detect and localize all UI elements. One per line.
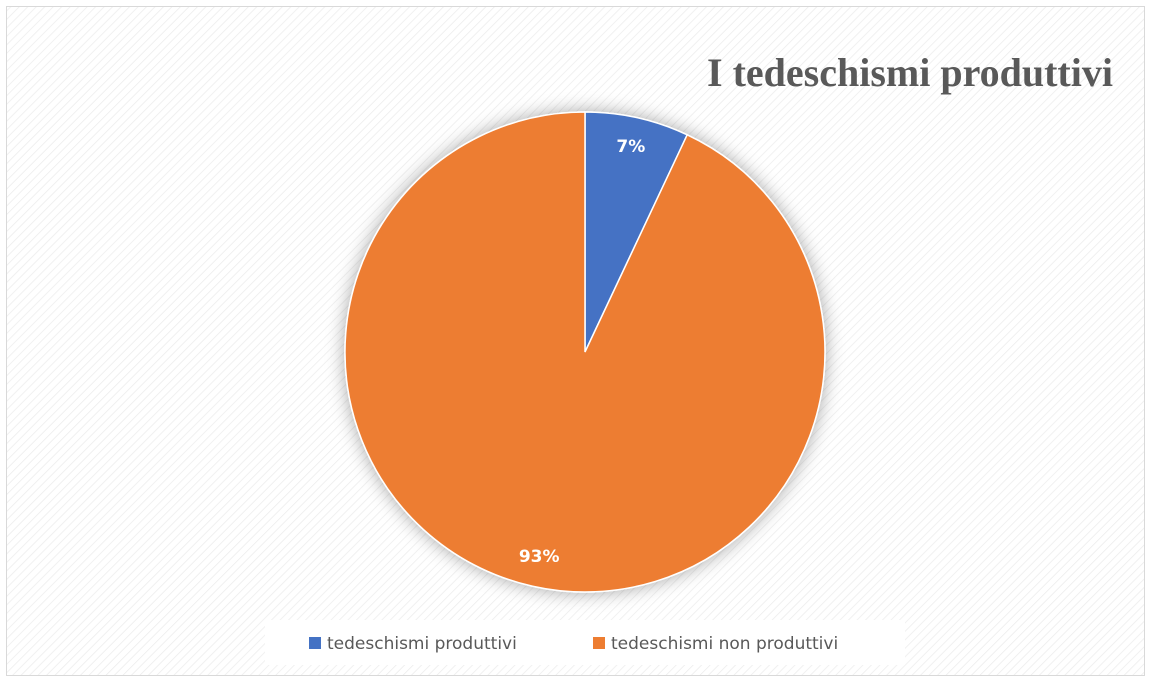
legend-box <box>265 620 905 665</box>
data-label: 7% <box>616 137 645 157</box>
pie <box>344 111 826 593</box>
legend-swatch <box>309 637 321 649</box>
pie-slice <box>344 111 826 593</box>
legend-label: tedeschismi non produttivi <box>611 634 838 654</box>
pie-slice <box>584 111 689 353</box>
chart-title: I tedeschismi produttivi <box>707 50 1113 95</box>
legend-label: tedeschismi produttivi <box>327 634 517 654</box>
data-label: 93% <box>519 547 560 567</box>
legend-swatch <box>593 637 605 649</box>
